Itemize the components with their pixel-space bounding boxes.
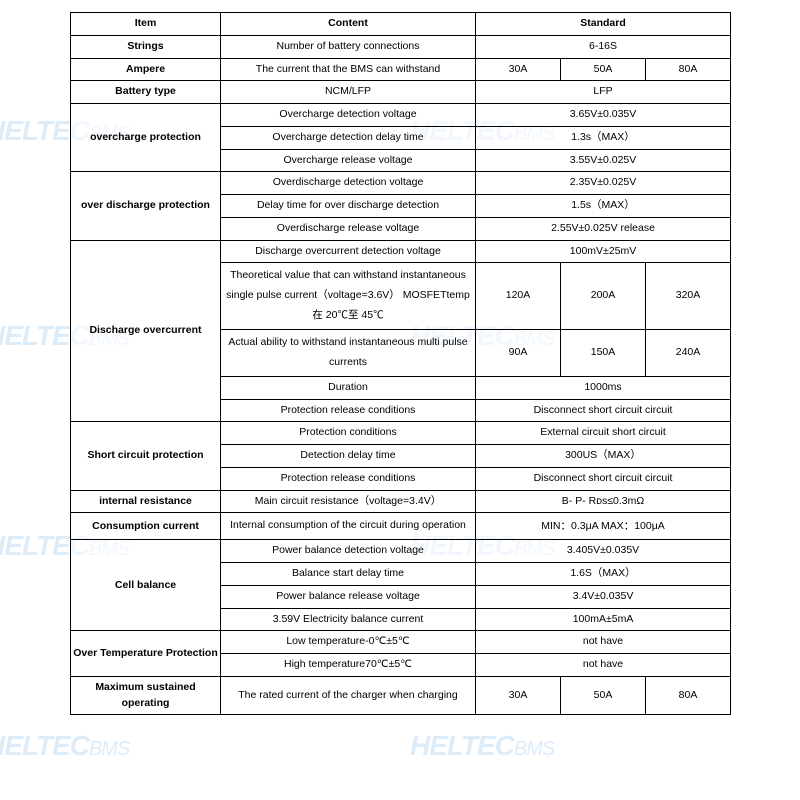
dischargeOC-r3a: 90A: [476, 330, 561, 377]
dischargeOC-r3c2: 240A: [646, 330, 731, 377]
maxsustained-b: 50A: [561, 676, 646, 715]
header-item: Item: [71, 13, 221, 36]
maxsustained-a: 30A: [476, 676, 561, 715]
shortcircuit-r2s: 300US（MAX）: [476, 445, 731, 468]
maxsustained-content: The rated current of the charger when ch…: [221, 676, 476, 715]
dischargeOC-r2c: Theoretical value that can withstand ins…: [221, 263, 476, 330]
shortcircuit-r1s: External circuit short circuit: [476, 422, 731, 445]
overdischarge-item: over discharge protection: [71, 172, 221, 240]
dischargeOC-r2b: 200A: [561, 263, 646, 330]
overtemp-r1s: not have: [476, 631, 731, 654]
cellbalance-r2c: Balance start delay time: [221, 563, 476, 586]
dischargeOC-r2a: 120A: [476, 263, 561, 330]
cellbalance-r4s: 100mA±5mA: [476, 608, 731, 631]
dischargeOC-r5c: Protection release conditions: [221, 399, 476, 422]
strings-item: Strings: [71, 35, 221, 58]
dischargeOC-r3b: 150A: [561, 330, 646, 377]
overcharge-r3c: Overcharge release voltage: [221, 149, 476, 172]
overdischarge-r1s: 2.35V±0.025V: [476, 172, 731, 195]
spec-table-container: Item Content Standard Strings Number of …: [70, 12, 730, 715]
ampere-content: The current that the BMS can withstand: [221, 58, 476, 81]
dischargeOC-r4s: 1000ms: [476, 376, 731, 399]
dischargeOC-item: Discharge overcurrent: [71, 240, 221, 422]
cellbalance-r4c: 3.59V Electricity balance current: [221, 608, 476, 631]
overdischarge-r2c: Delay time for over discharge detection: [221, 195, 476, 218]
maxsustained-c: 80A: [646, 676, 731, 715]
watermark: HELTECBMS: [0, 730, 129, 762]
ampere-b: 50A: [561, 58, 646, 81]
strings-content: Number of battery connections: [221, 35, 476, 58]
internalR-content: Main circuit resistance（voltage=3.4V）: [221, 490, 476, 513]
shortcircuit-r3s: Disconnect short circuit circuit: [476, 467, 731, 490]
cellbalance-item: Cell balance: [71, 540, 221, 631]
overdischarge-r2s: 1.5s（MAX）: [476, 195, 731, 218]
dischargeOC-r4c: Duration: [221, 376, 476, 399]
overtemp-item: Over Temperature Protection: [71, 631, 221, 677]
ampere-c: 80A: [646, 58, 731, 81]
consumption-std: MIN：0.3μA MAX：100μA: [476, 513, 731, 540]
dischargeOC-r1s: 100mV±25mV: [476, 240, 731, 263]
spec-table: Item Content Standard Strings Number of …: [70, 12, 731, 715]
cellbalance-r1s: 3.405V±0.035V: [476, 540, 731, 563]
dischargeOC-r1c: Discharge overcurrent detection voltage: [221, 240, 476, 263]
cellbalance-r3c: Power balance release voltage: [221, 585, 476, 608]
overcharge-r1s: 3.65V±0.035V: [476, 104, 731, 127]
watermark: HELTECBMS: [410, 730, 554, 762]
overcharge-r3s: 3.55V±0.025V: [476, 149, 731, 172]
consumption-item: Consumption current: [71, 513, 221, 540]
internalR-std: B- P- Rᴅs≤0.3mΩ: [476, 490, 731, 513]
internalR-item: internal resistance: [71, 490, 221, 513]
overcharge-r2c: Overcharge detection delay time: [221, 126, 476, 149]
consumption-content: Internal consumption of the circuit duri…: [221, 513, 476, 540]
ampere-item: Ampere: [71, 58, 221, 81]
maxsustained-item: Maximum sustained operating: [71, 676, 221, 715]
overtemp-r2s: not have: [476, 654, 731, 677]
dischargeOC-r2c2: 320A: [646, 263, 731, 330]
overcharge-r1c: Overcharge detection voltage: [221, 104, 476, 127]
ampere-a: 30A: [476, 58, 561, 81]
header-content: Content: [221, 13, 476, 36]
cellbalance-r1c: Power balance detection voltage: [221, 540, 476, 563]
shortcircuit-item: Short circuit protection: [71, 422, 221, 490]
battery-content: NCM/LFP: [221, 81, 476, 104]
cellbalance-r3s: 3.4V±0.035V: [476, 585, 731, 608]
overcharge-item: overcharge protection: [71, 104, 221, 172]
battery-item: Battery type: [71, 81, 221, 104]
shortcircuit-r2c: Detection delay time: [221, 445, 476, 468]
cellbalance-r2s: 1.6S（MAX）: [476, 563, 731, 586]
overtemp-r1c: Low temperature-0℃±5℃: [221, 631, 476, 654]
header-standard: Standard: [476, 13, 731, 36]
strings-std: 6-16S: [476, 35, 731, 58]
dischargeOC-r5s: Disconnect short circuit circuit: [476, 399, 731, 422]
shortcircuit-r3c: Protection release conditions: [221, 467, 476, 490]
shortcircuit-r1c: Protection conditions: [221, 422, 476, 445]
overdischarge-r3c: Overdischarge release voltage: [221, 217, 476, 240]
dischargeOC-r3c: Actual ability to withstand instantaneou…: [221, 330, 476, 377]
overdischarge-r3s: 2.55V±0.025V release: [476, 217, 731, 240]
overdischarge-r1c: Overdischarge detection voltage: [221, 172, 476, 195]
battery-std: LFP: [476, 81, 731, 104]
overtemp-r2c: High temperature70℃±5℃: [221, 654, 476, 677]
overcharge-r2s: 1.3s（MAX）: [476, 126, 731, 149]
